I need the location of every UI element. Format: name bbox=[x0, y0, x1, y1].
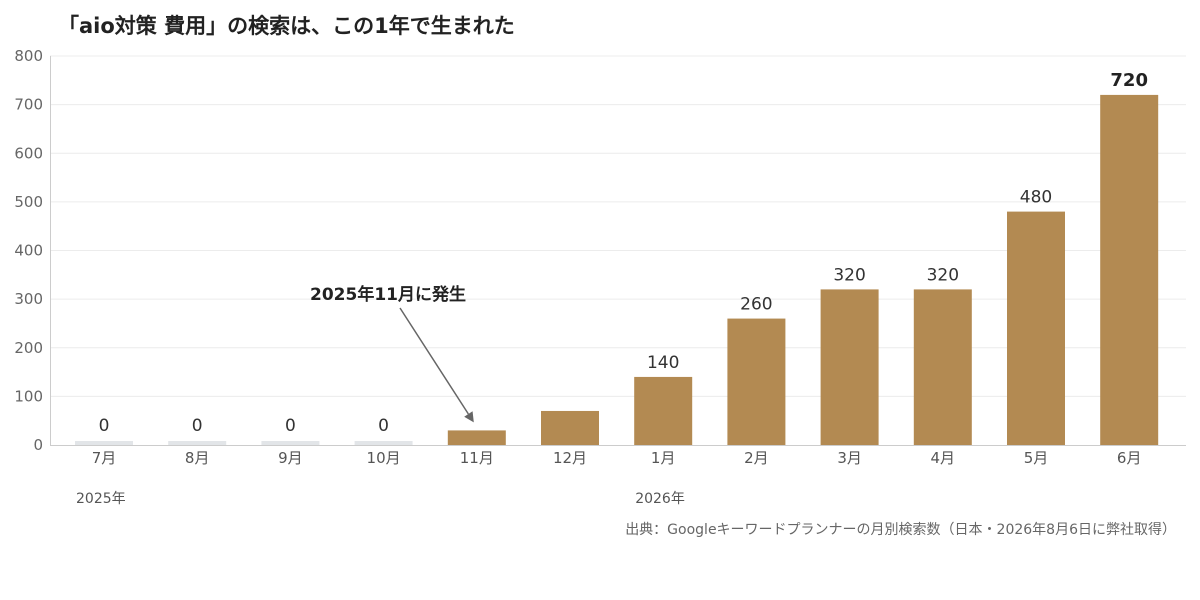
y-axis: 0 100 200 300 400 500 600 700 800 bbox=[14, 47, 43, 454]
bar-value-label: 320 bbox=[927, 265, 959, 285]
bars bbox=[75, 94, 1159, 446]
bar bbox=[261, 441, 320, 445]
year-label: 2026年 bbox=[635, 491, 685, 507]
x-tick-label: 11月 bbox=[460, 449, 494, 467]
x-tick-label: 6月 bbox=[1117, 449, 1142, 467]
bar bbox=[354, 441, 413, 445]
bar-value-label: 0 bbox=[378, 416, 389, 436]
x-tick-label: 1月 bbox=[651, 449, 676, 467]
annotation-arrow-head bbox=[464, 411, 474, 423]
x-tick-label: 4月 bbox=[931, 449, 956, 467]
y-tick-label: 600 bbox=[14, 144, 43, 162]
y-tick-label: 0 bbox=[33, 436, 43, 454]
x-tick-label: 5月 bbox=[1024, 449, 1049, 467]
bar bbox=[75, 441, 133, 445]
grid-lines bbox=[50, 55, 1186, 446]
bar-value-label: 0 bbox=[285, 416, 296, 436]
y-tick-label: 400 bbox=[14, 242, 43, 260]
bar-value-label: 140 bbox=[647, 353, 679, 373]
bar bbox=[913, 289, 972, 445]
x-tick-label: 3月 bbox=[837, 449, 862, 467]
y-tick-label: 700 bbox=[14, 96, 43, 114]
year-labels: 2025年 2026年 bbox=[76, 491, 685, 507]
bar bbox=[168, 441, 227, 445]
bar bbox=[541, 410, 599, 445]
x-tick-label: 9月 bbox=[278, 449, 303, 467]
annotation: 2025年11月に発生 bbox=[310, 284, 474, 423]
bar bbox=[820, 289, 879, 445]
bar bbox=[727, 318, 786, 445]
year-label: 2025年 bbox=[76, 491, 126, 507]
chart-title: 「aio対策 費用」の検索は、この1年で生まれた bbox=[58, 14, 515, 38]
bar bbox=[447, 430, 506, 445]
x-tick-label: 7月 bbox=[92, 449, 117, 467]
y-tick-label: 100 bbox=[14, 387, 43, 405]
x-tick-label: 2月 bbox=[744, 449, 769, 467]
annotation-arrow-line bbox=[399, 307, 470, 415]
x-tick-label: 12月 bbox=[553, 449, 587, 467]
bar bbox=[1100, 94, 1159, 446]
bar-value-label: 320 bbox=[833, 265, 865, 285]
bar bbox=[1007, 211, 1065, 445]
y-tick-label: 800 bbox=[14, 47, 43, 65]
bar-value-label: 720 bbox=[1110, 70, 1148, 91]
source-note: 出典：Googleキーワードプランナーの月別検索数（日本・2026年8月6日に弊… bbox=[625, 521, 1176, 538]
data-labels: 0 0 0 0 140 260 320 320 480 720 bbox=[99, 70, 1148, 436]
x-tick-label: 10月 bbox=[367, 449, 401, 467]
y-tick-label: 500 bbox=[14, 193, 43, 211]
annotation-text: 2025年11月に発生 bbox=[310, 284, 466, 305]
x-axis: 7月 8月 9月 10月 11月 12月 1月 2月 3月 4月 5月 6月 bbox=[92, 449, 1142, 467]
bar-value-label: 0 bbox=[99, 416, 110, 436]
x-tick-label: 8月 bbox=[185, 449, 210, 467]
y-tick-label: 300 bbox=[14, 290, 43, 308]
bar-value-label: 0 bbox=[192, 416, 203, 436]
bar-value-label: 260 bbox=[740, 295, 772, 315]
y-tick-label: 200 bbox=[14, 339, 43, 357]
bar bbox=[634, 376, 693, 445]
bar-value-label: 480 bbox=[1020, 188, 1052, 208]
